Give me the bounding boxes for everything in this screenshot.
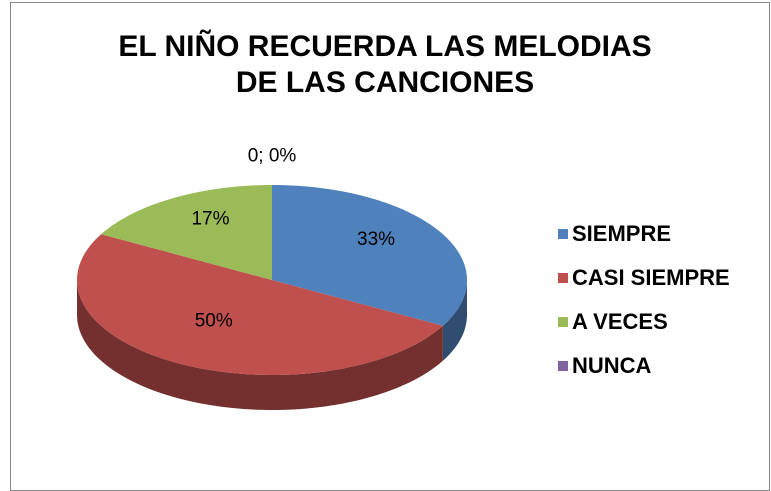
legend-label: SIEMPRE bbox=[572, 221, 671, 246]
pie-slice bbox=[77, 234, 443, 375]
legend-swatch bbox=[558, 229, 568, 239]
legend-label: CASI SIEMPRE bbox=[572, 265, 730, 290]
chart-title: EL NIÑO RECUERDA LAS MELODIAS bbox=[118, 29, 651, 63]
legend-swatch bbox=[558, 317, 568, 327]
value-label: 0; 0% bbox=[248, 146, 297, 167]
pie-slice bbox=[101, 185, 272, 280]
value-label: 33% bbox=[357, 229, 395, 250]
pie-slice bbox=[272, 185, 467, 326]
chart-title: DE LAS CANCIONES bbox=[236, 66, 534, 99]
legend-swatch bbox=[558, 273, 568, 283]
value-label: 17% bbox=[191, 208, 229, 229]
pie-side bbox=[442, 280, 467, 361]
value-label: 50% bbox=[195, 311, 233, 332]
legend-swatch bbox=[558, 361, 568, 371]
legend-label: A VECES bbox=[572, 309, 668, 334]
legend-label: NUNCA bbox=[572, 353, 652, 378]
pie-side bbox=[77, 280, 443, 410]
